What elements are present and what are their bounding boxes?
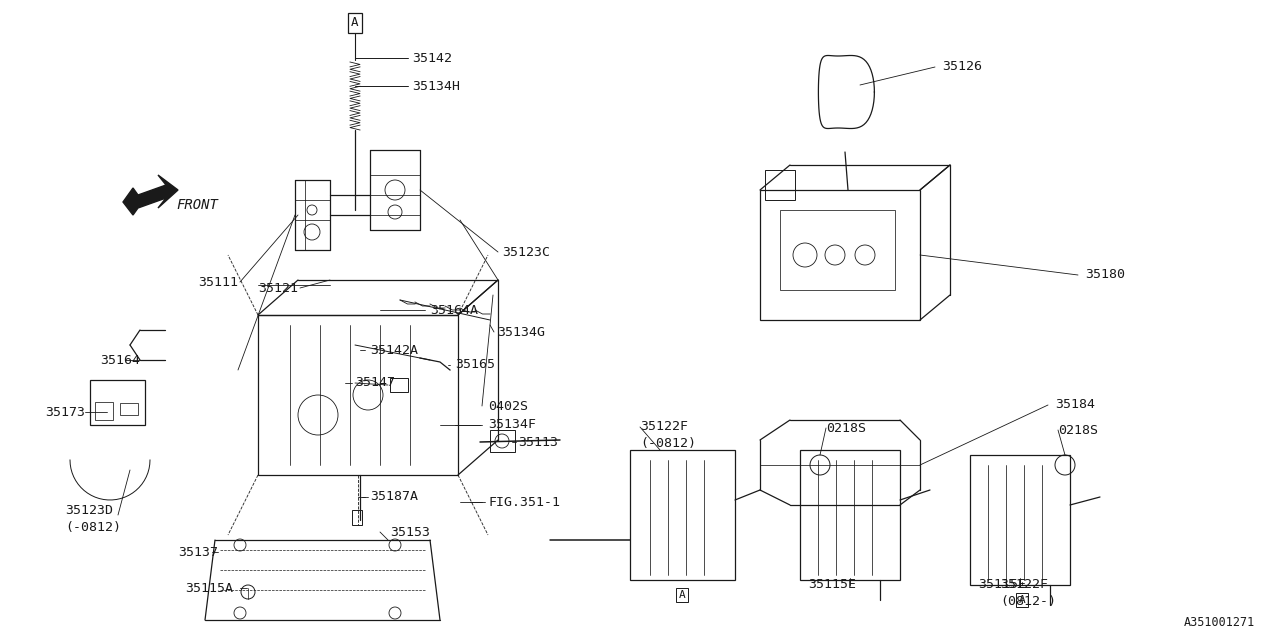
Text: 0218S: 0218S: [826, 422, 867, 435]
Text: 35115E: 35115E: [978, 579, 1027, 591]
Text: 35122F: 35122F: [640, 420, 689, 433]
Text: 35115E: 35115E: [808, 579, 856, 591]
Text: 35111: 35111: [198, 275, 238, 289]
Text: 35147: 35147: [355, 376, 396, 390]
Text: A: A: [351, 17, 358, 29]
Text: 35121: 35121: [259, 282, 298, 294]
Polygon shape: [123, 175, 178, 215]
Text: 35134H: 35134H: [412, 79, 460, 93]
Text: 35142: 35142: [412, 51, 452, 65]
Bar: [765, 170, 795, 200]
Text: 35115A: 35115A: [186, 582, 233, 595]
Bar: [630, 450, 735, 580]
Text: A: A: [1019, 595, 1025, 605]
Bar: [120, 403, 138, 415]
Text: (0812-): (0812-): [1000, 595, 1056, 609]
Text: 35123D: 35123D: [65, 504, 113, 516]
Text: 35126: 35126: [942, 61, 982, 74]
Text: A351001271: A351001271: [1184, 616, 1254, 628]
Text: 0402S: 0402S: [488, 399, 529, 413]
Text: 35134F: 35134F: [488, 419, 536, 431]
Text: 35153: 35153: [390, 525, 430, 538]
Text: A: A: [678, 590, 685, 600]
Bar: [390, 378, 408, 392]
Text: 35123C: 35123C: [502, 246, 550, 259]
Text: 35173: 35173: [45, 406, 84, 419]
Bar: [95, 402, 113, 420]
Bar: [760, 190, 920, 320]
Bar: [970, 455, 1070, 585]
Text: 35180: 35180: [1085, 269, 1125, 282]
Text: 35122F: 35122F: [1000, 579, 1048, 591]
Bar: [259, 315, 458, 475]
Bar: [352, 510, 362, 525]
Text: 35187A: 35187A: [370, 490, 419, 504]
Bar: [490, 430, 515, 452]
Text: (-0812): (-0812): [640, 438, 696, 451]
Bar: [780, 210, 895, 290]
Text: 35164A: 35164A: [430, 303, 477, 317]
Text: 0218S: 0218S: [1059, 424, 1098, 436]
Text: FRONT: FRONT: [177, 198, 218, 212]
Text: 35113: 35113: [518, 435, 558, 449]
Text: 35164: 35164: [100, 353, 140, 367]
Text: 35142A: 35142A: [370, 344, 419, 356]
Bar: [800, 450, 900, 580]
Text: 35184: 35184: [1055, 399, 1094, 412]
Text: (-0812): (-0812): [65, 522, 122, 534]
Bar: [90, 380, 145, 425]
Text: 35134G: 35134G: [497, 326, 545, 339]
Text: FIG.351-1: FIG.351-1: [488, 495, 561, 509]
Text: 35165: 35165: [454, 358, 495, 371]
Text: 35137: 35137: [178, 545, 218, 559]
